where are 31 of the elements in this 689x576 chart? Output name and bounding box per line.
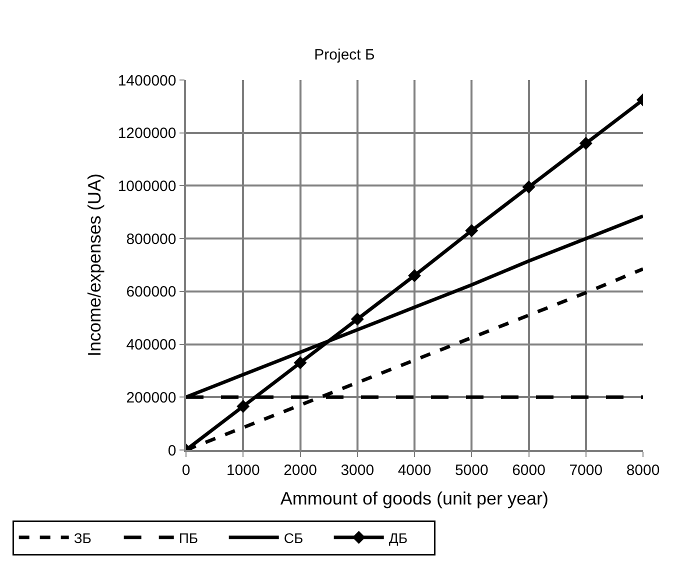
point [294,356,307,370]
x-tick-label: 5000 [454,462,488,479]
y-tick-label: 1000000 [118,178,176,195]
y-tick-label: 1200000 [118,125,176,142]
x-tick-label: 1000 [226,462,260,479]
y-tick-label: 600000 [126,284,176,301]
y-tick-label: 1400000 [118,72,176,90]
legend-label: СБ [284,530,304,546]
y-tick-label: 400000 [126,336,176,354]
x-axis-title: Ammount of goods (unit per year) [280,488,549,508]
y-tick-label: 200000 [126,389,176,406]
x-tick-label: 7000 [569,462,603,479]
x-tick-label: 4000 [398,462,432,479]
x-tick-label: 8000 [626,462,660,479]
point [350,312,364,326]
point [579,136,592,150]
legend-label: ЗБ [74,530,92,546]
point [465,224,478,238]
point [408,269,421,282]
x-tick-label: 2000 [284,462,317,479]
x-tick-label: 6000 [512,462,546,479]
y-tick-label: 800000 [126,230,176,248]
chart-title: Project Б [314,46,375,64]
y-axis-title: Income/expenses (UA) [84,173,105,357]
x-tick-label: 3000 [340,462,374,479]
point [522,180,536,194]
legend-label: ПБ [178,530,198,546]
y-tick-label: 0 [168,442,176,460]
point [236,400,250,413]
x-tick-label: 0 [182,462,190,479]
legend-label: ДБ [388,530,408,546]
